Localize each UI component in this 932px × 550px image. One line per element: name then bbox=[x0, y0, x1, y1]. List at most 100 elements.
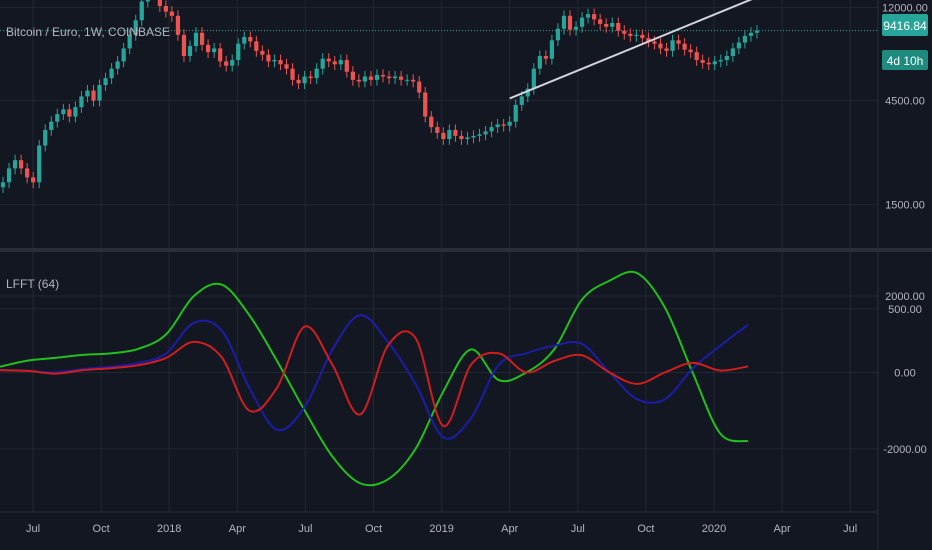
candle[interactable] bbox=[302, 70, 307, 90]
candle[interactable] bbox=[284, 58, 289, 75]
candle[interactable] bbox=[423, 86, 428, 123]
candle[interactable] bbox=[193, 27, 199, 52]
candle[interactable] bbox=[742, 30, 748, 49]
candle[interactable] bbox=[435, 121, 440, 139]
candle[interactable] bbox=[19, 154, 24, 175]
candle[interactable] bbox=[230, 54, 235, 72]
candle[interactable] bbox=[706, 57, 711, 71]
candle[interactable] bbox=[175, 10, 181, 41]
candle[interactable] bbox=[49, 116, 54, 136]
candle[interactable] bbox=[585, 8, 591, 24]
candle[interactable] bbox=[254, 35, 259, 57]
lfft-line-red[interactable] bbox=[0, 325, 749, 427]
candle[interactable] bbox=[296, 74, 301, 90]
candle[interactable] bbox=[139, 0, 144, 27]
candle[interactable] bbox=[344, 54, 349, 78]
candle[interactable] bbox=[429, 111, 434, 133]
candle[interactable] bbox=[489, 121, 494, 138]
candle[interactable] bbox=[501, 118, 506, 132]
indicator-legend[interactable]: LFFT (64) bbox=[6, 277, 59, 291]
candle[interactable] bbox=[356, 74, 361, 88]
candle[interactable] bbox=[658, 38, 663, 55]
candle[interactable] bbox=[670, 34, 675, 57]
candle[interactable] bbox=[109, 63, 114, 85]
candle[interactable] bbox=[332, 55, 337, 71]
candle[interactable] bbox=[103, 72, 108, 91]
candle[interactable] bbox=[579, 12, 585, 33]
candle[interactable] bbox=[567, 10, 573, 36]
candle[interactable] bbox=[694, 46, 699, 66]
candle[interactable] bbox=[320, 53, 325, 75]
candle[interactable] bbox=[646, 32, 651, 48]
candlestick-series[interactable] bbox=[0, 0, 760, 194]
candle[interactable] bbox=[405, 74, 410, 86]
candle[interactable] bbox=[730, 42, 735, 62]
candle[interactable] bbox=[676, 34, 681, 50]
candle[interactable] bbox=[260, 45, 265, 61]
candle[interactable] bbox=[380, 69, 386, 83]
candle[interactable] bbox=[537, 50, 542, 75]
candle[interactable] bbox=[368, 70, 374, 86]
candle[interactable] bbox=[718, 54, 723, 68]
candle[interactable] bbox=[350, 66, 355, 86]
candle[interactable] bbox=[163, 0, 168, 18]
candle[interactable] bbox=[555, 23, 561, 47]
candle[interactable] bbox=[616, 17, 621, 37]
candle[interactable] bbox=[248, 31, 253, 48]
candle[interactable] bbox=[6, 162, 12, 189]
candle[interactable] bbox=[121, 42, 126, 68]
candle[interactable] bbox=[127, 29, 132, 55]
candle[interactable] bbox=[688, 44, 693, 59]
candle[interactable] bbox=[664, 42, 669, 57]
candle[interactable] bbox=[598, 13, 603, 30]
trendline[interactable] bbox=[509, 0, 775, 100]
candle[interactable] bbox=[610, 17, 615, 33]
candle[interactable] bbox=[465, 131, 470, 145]
candle[interactable] bbox=[290, 63, 295, 86]
candle[interactable] bbox=[604, 18, 609, 33]
candle[interactable] bbox=[417, 76, 422, 99]
lfft-line-blue[interactable] bbox=[0, 314, 749, 440]
candle[interactable] bbox=[453, 124, 458, 142]
candle[interactable] bbox=[31, 171, 36, 189]
candle[interactable] bbox=[212, 42, 217, 59]
candle[interactable] bbox=[133, 14, 138, 41]
candle[interactable] bbox=[736, 37, 741, 55]
candle[interactable] bbox=[205, 39, 211, 59]
candle[interactable] bbox=[218, 42, 223, 68]
candle[interactable] bbox=[242, 31, 247, 50]
candle[interactable] bbox=[561, 10, 567, 35]
candle[interactable] bbox=[724, 50, 729, 66]
candle[interactable] bbox=[640, 29, 645, 44]
candle[interactable] bbox=[236, 38, 241, 66]
candle[interactable] bbox=[85, 85, 90, 103]
candle[interactable] bbox=[477, 128, 482, 142]
candle[interactable] bbox=[97, 79, 102, 107]
candle[interactable] bbox=[55, 108, 60, 128]
candle[interactable] bbox=[12, 154, 18, 175]
candle[interactable] bbox=[507, 116, 512, 132]
candle[interactable] bbox=[266, 49, 271, 68]
candle[interactable] bbox=[224, 55, 229, 72]
candle[interactable] bbox=[61, 103, 66, 120]
candle[interactable] bbox=[399, 70, 404, 86]
candle[interactable] bbox=[115, 55, 120, 75]
candle[interactable] bbox=[411, 74, 416, 88]
candle[interactable] bbox=[634, 29, 639, 42]
candle[interactable] bbox=[483, 125, 488, 141]
candle[interactable] bbox=[73, 101, 78, 123]
time-scale-area[interactable] bbox=[0, 512, 878, 550]
candle[interactable] bbox=[91, 85, 96, 107]
candle[interactable] bbox=[392, 70, 398, 85]
candle[interactable] bbox=[187, 40, 193, 62]
candle[interactable] bbox=[362, 70, 368, 88]
candle[interactable] bbox=[495, 118, 500, 133]
candle[interactable] bbox=[79, 90, 84, 113]
candle[interactable] bbox=[145, 0, 150, 8]
candle[interactable] bbox=[374, 69, 380, 86]
candle[interactable] bbox=[622, 25, 627, 40]
candle[interactable] bbox=[700, 54, 705, 69]
candle[interactable] bbox=[0, 176, 6, 194]
candle[interactable] bbox=[754, 25, 760, 39]
lfft-series[interactable] bbox=[0, 270, 749, 487]
